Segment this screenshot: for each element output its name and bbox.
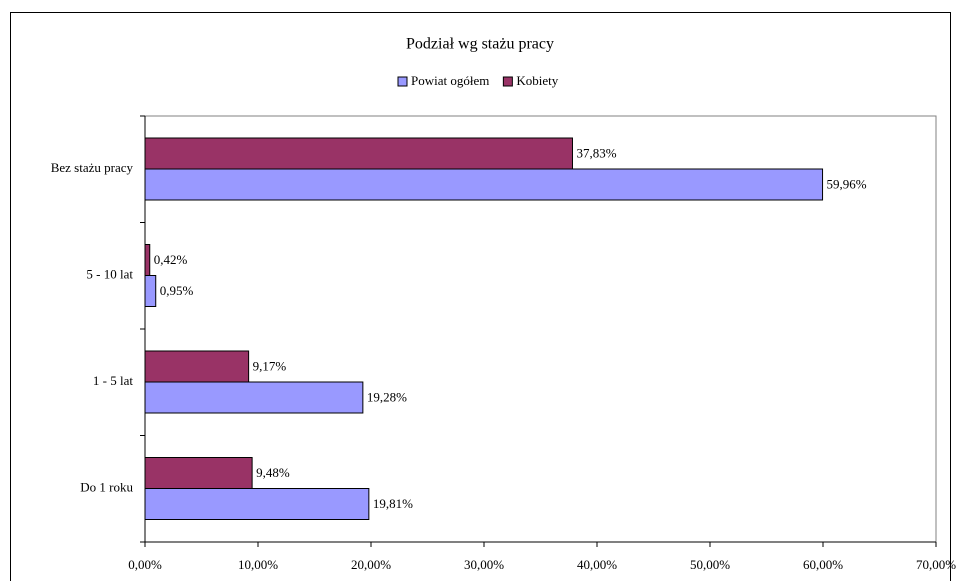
- bar: [144, 275, 157, 307]
- bar: [144, 137, 573, 170]
- value-label: 19,28%: [367, 389, 407, 404]
- bar: [144, 488, 370, 520]
- x-tick-label: 70,00%: [916, 557, 956, 572]
- legend-label: Powiat ogółem: [411, 73, 489, 88]
- x-tick-label: 30,00%: [464, 557, 504, 572]
- y-tick-label: Do 1 roku: [80, 480, 133, 495]
- bar: [144, 457, 253, 489]
- legend-swatch: [502, 76, 513, 87]
- legend: Powiat ogółem Kobiety: [397, 73, 559, 88]
- x-tick-label: 10,00%: [238, 557, 278, 572]
- x-tick-label: 50,00%: [690, 557, 730, 572]
- value-label: 19,81%: [373, 496, 413, 511]
- x-tick-label: 20,00%: [351, 557, 391, 572]
- value-label: 0,42%: [154, 252, 188, 267]
- bar: [144, 350, 250, 383]
- legend-swatch: [397, 76, 408, 87]
- value-label: 9,17%: [253, 358, 287, 373]
- value-label: 9,48%: [256, 465, 290, 480]
- y-tick-label: 5 - 10 lat: [86, 267, 133, 282]
- y-tick-label: 1 - 5 lat: [93, 373, 133, 388]
- bar: [144, 381, 364, 414]
- x-tick-label: 40,00%: [577, 557, 617, 572]
- legend-label: Kobiety: [516, 73, 558, 88]
- y-tick-label: Bez stażu pracy: [51, 160, 134, 175]
- value-label: 37,83%: [576, 145, 616, 160]
- chart-title: Podział wg stażu pracy: [406, 36, 554, 53]
- bar: [144, 168, 824, 201]
- bar: [144, 244, 151, 276]
- value-label: 59,96%: [827, 176, 867, 191]
- x-tick-label: 0,00%: [128, 557, 162, 572]
- value-label: 0,95%: [160, 283, 194, 298]
- x-tick-label: 60,00%: [803, 557, 843, 572]
